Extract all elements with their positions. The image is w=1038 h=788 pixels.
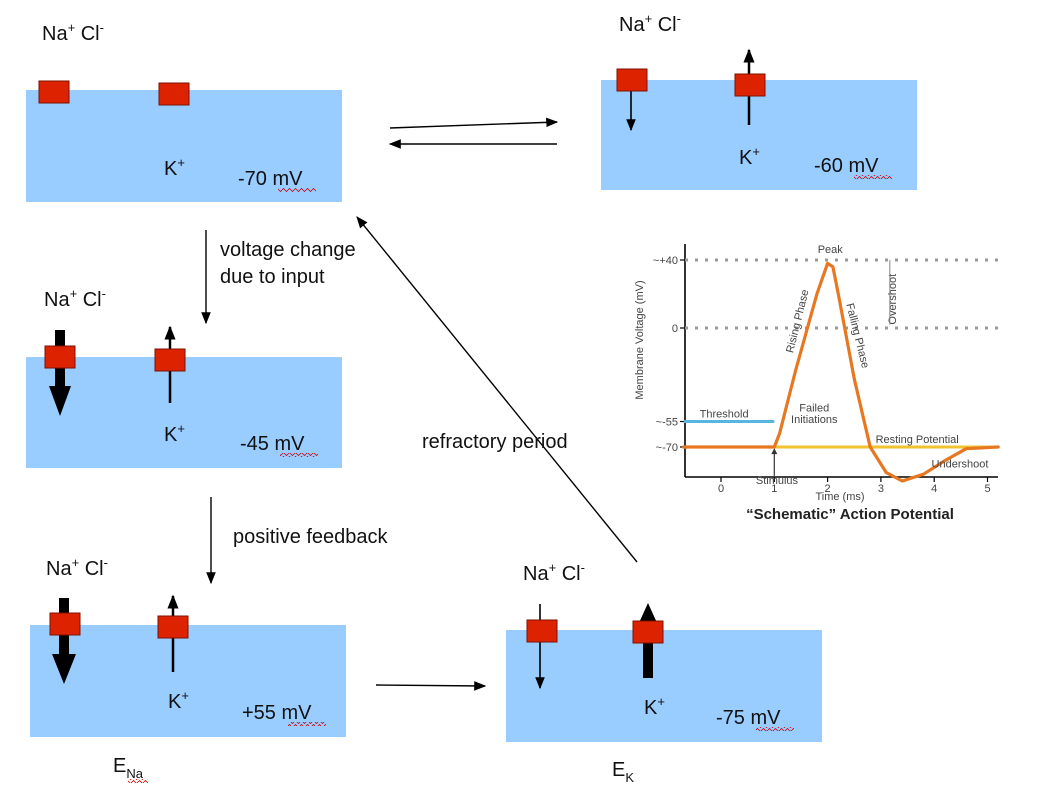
y-axis-label: Membrane Voltage (mV) bbox=[634, 280, 646, 399]
sodium-channel bbox=[49, 612, 81, 636]
ion-label-potassium: K+ bbox=[164, 421, 185, 446]
y-tick-label: ~+40 bbox=[653, 255, 678, 267]
equilibrium-potential-label: ENa bbox=[113, 755, 144, 781]
sodium-influx-arrowhead bbox=[49, 386, 71, 416]
refractory-period-label: refractory period bbox=[422, 431, 568, 453]
overshoot-label: Overshoot bbox=[887, 274, 899, 325]
sodium-channel bbox=[616, 68, 648, 92]
state-panel-hyperpolarized: Na+ Cl- K+ -75 mV EK bbox=[506, 560, 822, 785]
membrane-voltage: -75 mV bbox=[716, 707, 781, 729]
spellcheck-underline bbox=[278, 188, 316, 192]
undershoot-label: Undershoot bbox=[932, 458, 989, 470]
membrane-voltage: -70 mV bbox=[238, 168, 303, 190]
x-tick-label: 5 bbox=[984, 483, 990, 495]
ion-label-potassium: K+ bbox=[168, 688, 189, 713]
positive-feedback-label: positive feedback bbox=[233, 526, 389, 548]
equilibrium-potential-label: EK bbox=[612, 759, 634, 785]
membrane-hyperpolarized bbox=[506, 630, 822, 742]
x-tick-label: 4 bbox=[931, 483, 937, 495]
stimulus-arrowhead bbox=[771, 448, 778, 455]
threshold-label: Threshold bbox=[700, 409, 749, 421]
membrane-peak bbox=[30, 625, 346, 737]
ion-label-potassium: K+ bbox=[644, 694, 665, 719]
spellcheck-underline bbox=[128, 779, 148, 783]
membrane-depolarizing bbox=[26, 357, 342, 468]
transition-arrows: voltage change due to input positive fee… bbox=[201, 117, 638, 691]
failed-initiations-label: Failed bbox=[799, 402, 829, 414]
spellcheck-underline bbox=[756, 727, 794, 731]
y-tick-label: 0 bbox=[672, 323, 678, 335]
ion-label-extracellular: Na+ Cl- bbox=[42, 20, 104, 45]
potassium-efflux-arrow bbox=[643, 620, 653, 678]
sodium-influx-arrowhead bbox=[52, 654, 76, 684]
y-tick-label: ~-70 bbox=[656, 442, 678, 454]
action-potential-chart: 0 1 2 3 4 5 ~+40 0 ~-55 ~-70 Threshold Resting Po… bbox=[634, 244, 1000, 523]
state-panel-threshold: Na+ Cl- K+ -60 mV bbox=[601, 11, 917, 190]
ion-label-extracellular: Na+ Cl- bbox=[44, 286, 106, 311]
peak-label: Peak bbox=[818, 244, 844, 256]
arrow-refractory-return bbox=[356, 216, 638, 563]
stimulus-label: Stimulus bbox=[756, 475, 799, 487]
state-panel-peak: Na+ Cl- K+ +55 mV ENa bbox=[30, 555, 346, 783]
potassium-channel bbox=[158, 82, 190, 106]
potassium-channel bbox=[154, 348, 186, 372]
arrow-peak-to-hyperpolarized bbox=[375, 681, 487, 691]
chart-title: “Schematic” Action Potential bbox=[746, 506, 954, 523]
state-panel-depolarizing: Na+ Cl- K+ -45 mV bbox=[26, 286, 342, 468]
membrane-resting bbox=[26, 90, 342, 202]
ion-label-potassium: K+ bbox=[164, 155, 185, 180]
x-tick-label: 2 bbox=[825, 483, 831, 495]
membrane-threshold bbox=[601, 80, 917, 190]
potassium-channel bbox=[734, 73, 766, 97]
y-tick-label: ~-55 bbox=[656, 417, 678, 429]
x-tick-label: 0 bbox=[718, 483, 724, 495]
arrow-resting-to-threshold bbox=[389, 117, 559, 129]
resting-potential-label: Resting Potential bbox=[876, 434, 959, 446]
sodium-channel bbox=[44, 345, 76, 369]
rising-phase-label: Rising Phase bbox=[784, 288, 811, 354]
sodium-channel bbox=[38, 80, 70, 104]
ion-label-potassium: K+ bbox=[739, 144, 760, 169]
state-panel-resting: Na+ Cl- K+ -70 mV bbox=[26, 20, 342, 202]
spellcheck-underline bbox=[280, 453, 318, 457]
voltage-change-label: voltage change bbox=[220, 239, 356, 261]
membrane-voltage: -60 mV bbox=[814, 155, 879, 177]
spellcheck-underline bbox=[854, 175, 892, 179]
potassium-efflux-arrowhead bbox=[638, 603, 658, 625]
action-potential-curve bbox=[682, 261, 1000, 483]
x-axis-label: Time (ms) bbox=[815, 491, 864, 503]
spellcheck-underline bbox=[288, 722, 326, 726]
ion-label-extracellular: Na+ Cl- bbox=[46, 555, 108, 580]
potassium-channel bbox=[157, 615, 189, 639]
potassium-channel bbox=[632, 620, 664, 644]
ion-label-extracellular: Na+ Cl- bbox=[523, 560, 585, 585]
sodium-channel bbox=[526, 619, 558, 643]
voltage-change-label-line2: due to input bbox=[220, 266, 325, 288]
x-tick-label: 1 bbox=[771, 483, 777, 495]
membrane-voltage: -45 mV bbox=[240, 433, 305, 455]
ion-label-extracellular: Na+ Cl- bbox=[619, 11, 681, 36]
membrane-voltage: +55 mV bbox=[242, 702, 312, 724]
x-tick-label: 3 bbox=[878, 483, 884, 495]
failed-initiations-label-line2: Initiations bbox=[791, 414, 838, 426]
